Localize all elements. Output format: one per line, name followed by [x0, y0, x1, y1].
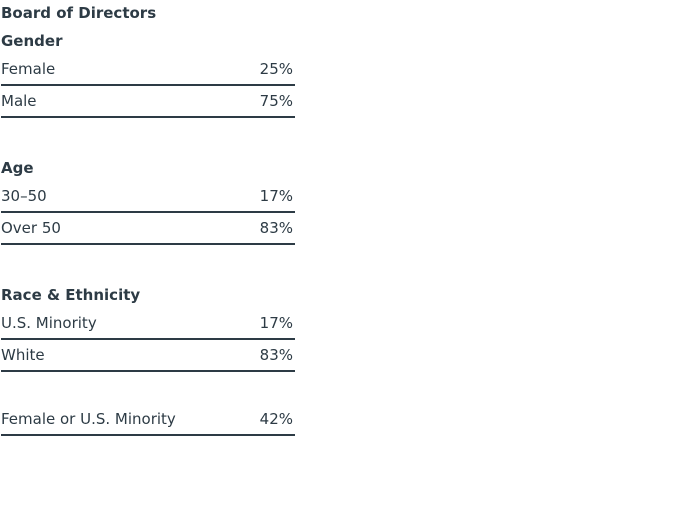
table-title: Board of Directors	[1, 4, 157, 22]
row-label: Over 50	[1, 219, 61, 237]
table-row: 30–50 17%	[1, 181, 295, 213]
table-row: Female 25%	[1, 54, 295, 86]
row-label: Male	[1, 92, 37, 110]
section-race-ethnicity: Race & Ethnicity U.S. Minority 17% White…	[1, 286, 295, 372]
section-heading-gender: Gender	[1, 32, 63, 50]
row-value: 17%	[259, 187, 293, 205]
row-label: Female	[1, 60, 56, 78]
table-row: U.S. Minority 17%	[1, 308, 295, 340]
row-label: U.S. Minority	[1, 314, 97, 332]
board-of-directors-table: Board of Directors Gender Female 25% Mal…	[1, 4, 295, 436]
row-value: 83%	[259, 346, 293, 364]
section-heading-race-ethnicity: Race & Ethnicity	[1, 286, 141, 304]
row-label: Female or U.S. Minority	[1, 410, 176, 428]
table-row: Female or U.S. Minority 42%	[1, 404, 295, 436]
section-age: Age 30–50 17% Over 50 83%	[1, 159, 295, 245]
table-row: Male 75%	[1, 86, 295, 118]
row-value: 25%	[259, 60, 293, 78]
table-row: White 83%	[1, 340, 295, 372]
section-summary: Female or U.S. Minority 42%	[1, 404, 295, 436]
section-heading-age: Age	[1, 159, 34, 177]
row-value: 17%	[259, 314, 293, 332]
row-value: 83%	[259, 219, 293, 237]
row-label: 30–50	[1, 187, 47, 205]
row-label: White	[1, 346, 45, 364]
section-gender: Gender Female 25% Male 75%	[1, 32, 295, 118]
row-value: 75%	[259, 92, 293, 110]
table-row: Over 50 83%	[1, 213, 295, 245]
row-value: 42%	[259, 410, 293, 428]
